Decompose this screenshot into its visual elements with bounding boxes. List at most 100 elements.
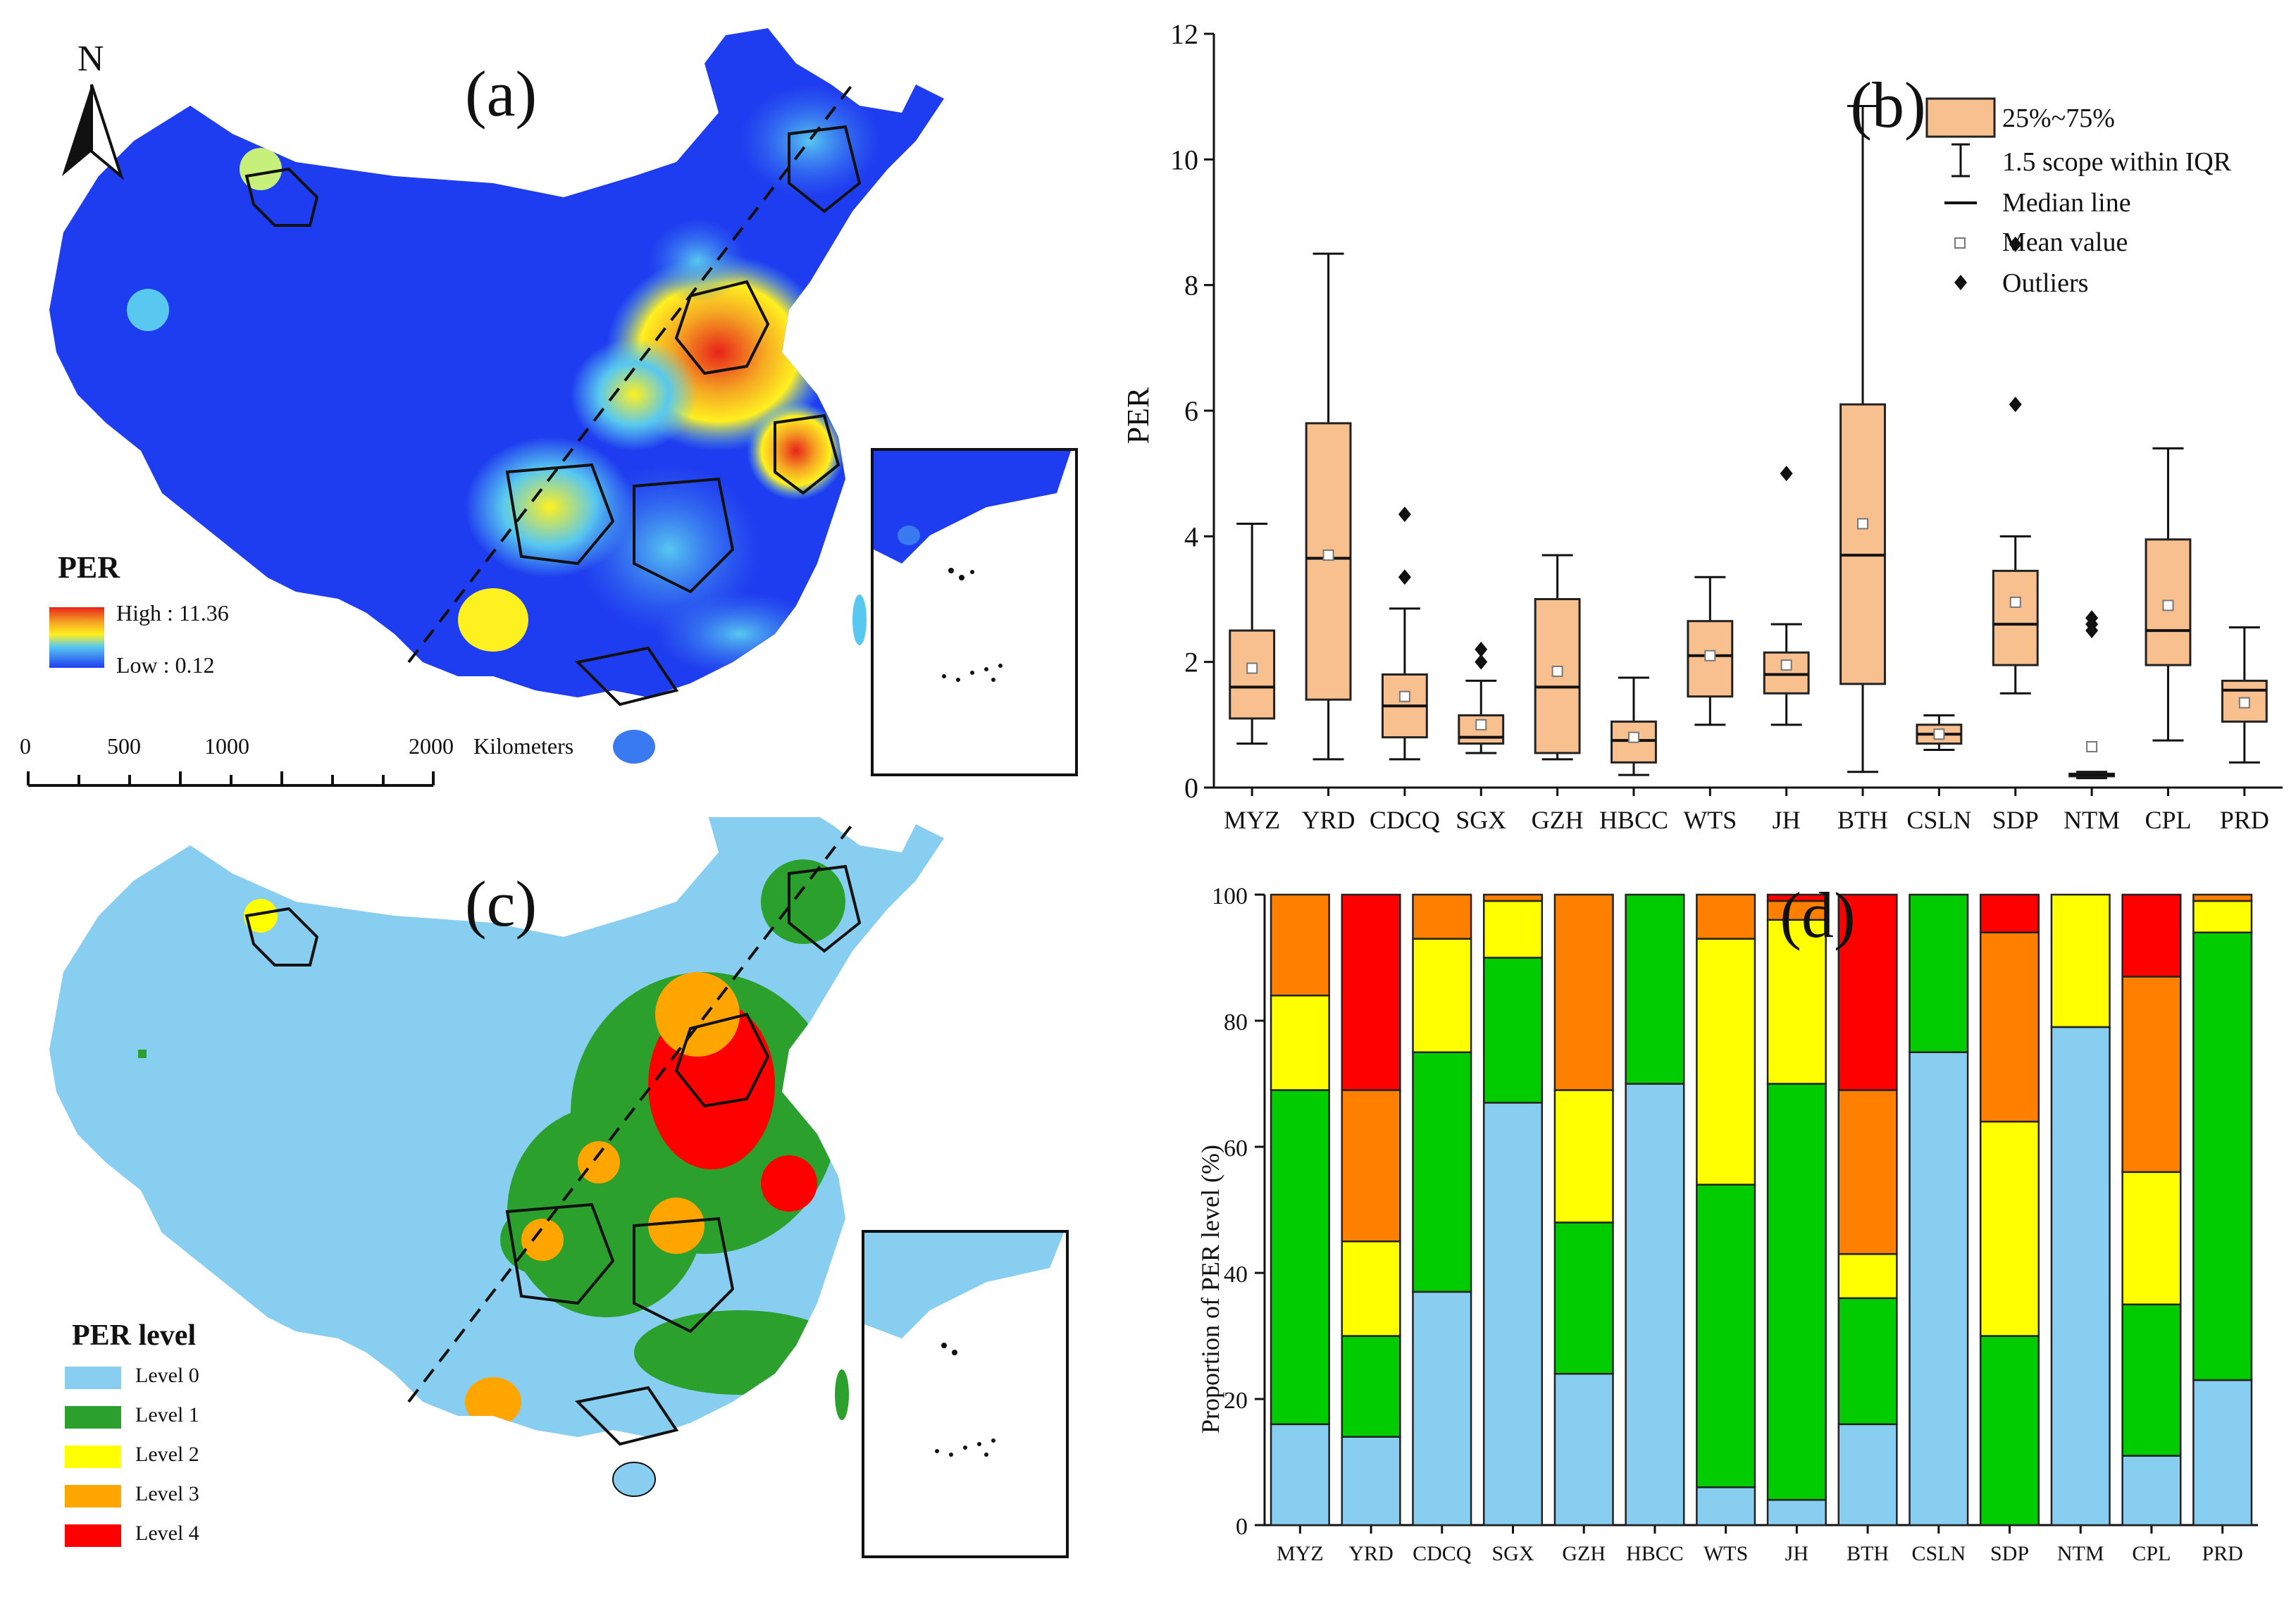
legend-box-swatch xyxy=(1925,97,1996,138)
bar-segment-SGX-level2 xyxy=(1482,900,1544,959)
bar-segment-PRD-level3 xyxy=(2192,893,2253,902)
bar-segment-WTS-level3 xyxy=(1696,893,1756,940)
bar-segment-JH-level3 xyxy=(1766,900,1827,921)
bar-segment-SGX-level0 xyxy=(1482,1102,1544,1527)
bar-segment-WTS-level2 xyxy=(1696,938,1756,1186)
legend-outlier-swatch xyxy=(1954,275,1967,290)
mean-MYZ xyxy=(1246,662,1258,674)
boxplot-x-tick-label: HBCC xyxy=(1599,806,1668,834)
bar-segment-HBCC-level1 xyxy=(1625,893,1685,1085)
stackedbar-x-tick-label: YRD xyxy=(1348,1542,1393,1565)
boxplot-legend: 25%~75% 1.5 scope within IQR Median line… xyxy=(1925,97,2232,298)
bar-segment-GZH-level2 xyxy=(1553,1089,1614,1224)
stackedbar-x-tick-label: GZH xyxy=(1562,1542,1606,1565)
stackedbar-y-tick-label: 0 xyxy=(1236,1514,1248,1540)
boxplot-x-tick-label: BTH xyxy=(1837,806,1888,834)
bar-segment-CDCQ-level1 xyxy=(1412,1051,1472,1293)
per-hotspots-a xyxy=(127,85,881,676)
panel-label-d: (d) xyxy=(1780,879,1855,951)
outlier-JH xyxy=(1780,466,1793,482)
stackedbar-x-tick-label: MYZ xyxy=(1277,1542,1324,1565)
scale-unit: Kilometers xyxy=(473,733,573,759)
stackedbar-svg: 0 20 40 60 80 100 MYZ YRD CDCQ SGX GZH HBCC WTS JH BTH… xyxy=(1196,879,2258,1565)
stackedbar-x-tick-label: NTM xyxy=(2057,1542,2104,1565)
bar-segment-WTS-level0 xyxy=(1696,1486,1756,1527)
box-WTS xyxy=(1687,620,1734,698)
bar-segment-CPL-level1 xyxy=(2121,1303,2182,1457)
bar-segment-CSLN-level0 xyxy=(1909,1051,1969,1527)
bar-segment-CSLN-level1 xyxy=(1909,893,1969,1053)
legend-high-a: High : 11.36 xyxy=(116,600,229,626)
legend-label-level0: Level 0 xyxy=(135,1364,199,1387)
mean-HBCC xyxy=(1627,731,1639,743)
bar-segment-CPL-level3 xyxy=(2121,976,2182,1174)
legend-label-outliers: Outliers xyxy=(2002,268,2088,298)
boxplot-y-tick-label: 0 xyxy=(1184,772,1198,804)
boxplot-y-tick-label: 12 xyxy=(1170,18,1198,50)
bar-segment-JH-level0 xyxy=(1766,1498,1827,1527)
panel-c-map: (c) PER level Level 0 Level 1 Level 2 Le… xyxy=(0,768,1113,1599)
outlier-SGX xyxy=(1475,654,1488,670)
bar-segment-BTH-level4 xyxy=(1837,893,1898,1091)
stackedbar-x-tick-label: WTS xyxy=(1704,1542,1748,1565)
stackedbar-y-tick-label: 80 xyxy=(1224,1009,1248,1036)
taiwan-a xyxy=(852,595,867,645)
boxplot-y-axis-label: PER xyxy=(1121,387,1155,444)
legend-label-iqr: 25%~75% xyxy=(2002,104,2115,133)
bar-segment-SDP-level3 xyxy=(1979,931,2040,1123)
bar-segment-YRD-level3 xyxy=(1341,1089,1401,1243)
stackedbar-x-tick-label: BTH xyxy=(1847,1542,1889,1565)
bar-segment-JH-level1 xyxy=(1766,1083,1827,1501)
north-arrow-icon xyxy=(62,84,125,180)
box-JH xyxy=(1763,651,1810,695)
legend-label-level1: Level 1 xyxy=(135,1403,199,1426)
taiwan-c xyxy=(835,1369,849,1420)
stackedbar-x-tick-label: SGX xyxy=(1491,1542,1534,1565)
legend-swatch-level3 xyxy=(65,1485,121,1507)
outlier-SGX xyxy=(1475,641,1488,657)
bar-segment-SGX-level3 xyxy=(1482,893,1544,902)
china-outline-c xyxy=(49,768,944,1437)
boxplot-x-tick-label: CSLN xyxy=(1906,806,1971,834)
hainan-c xyxy=(612,1462,656,1497)
boxplot-x-tick-label: JH xyxy=(1773,806,1801,834)
boxplot-x-tick-label: CPL xyxy=(2145,806,2191,834)
bar-segment-CDCQ-level2 xyxy=(1412,938,1472,1054)
bar-segment-PRD-level2 xyxy=(2192,900,2253,933)
box-SDP xyxy=(1992,569,2039,666)
boxplot-x-tick-label: PRD xyxy=(2220,806,2269,834)
bar-segment-SDP-level4 xyxy=(1979,893,2040,933)
legend-mean-swatch xyxy=(1954,237,1966,249)
hu-line-c xyxy=(407,823,854,1403)
stackedbar-y-tick-label: 20 xyxy=(1224,1388,1248,1414)
map-c-svg xyxy=(49,768,1069,1558)
legend-label-level3: Level 3 xyxy=(135,1482,199,1505)
stackedbar-y-tick-label: 40 xyxy=(1224,1262,1248,1288)
outlier-CDCQ xyxy=(1398,506,1411,523)
per-levels-c xyxy=(138,859,845,1426)
stackedbar-x-tick-label: SDP xyxy=(1990,1542,2029,1565)
boxplot-y-tick-label: 6 xyxy=(1184,395,1198,427)
stackedbar-y-tick-label: 60 xyxy=(1224,1136,1248,1162)
bar-segment-BTH-level3 xyxy=(1837,1089,1898,1255)
bar-segment-GZH-level1 xyxy=(1553,1221,1614,1375)
bar-segment-PRD-level0 xyxy=(2192,1379,2253,1527)
scale-tick-500: 500 xyxy=(107,733,141,759)
legend-low-a: Low : 0.12 xyxy=(116,652,215,678)
mean-SGX xyxy=(1475,719,1487,730)
bar-segment-SGX-level1 xyxy=(1482,957,1544,1104)
bar-segment-BTH-level1 xyxy=(1837,1297,1898,1426)
bar-segment-JH-level4 xyxy=(1766,893,1827,902)
legend-gradient-a xyxy=(49,607,104,668)
panel-d-stackedbar: 0 20 40 60 80 100 MYZ YRD CDCQ SGX GZH HBCC WTS JH BTH… xyxy=(1113,852,2296,1600)
mean-CPL xyxy=(2162,599,2174,611)
legend-label-level4: Level 4 xyxy=(135,1522,199,1545)
legend-label-whisker: 1.5 scope within IQR xyxy=(2002,147,2232,177)
bar-segment-PRD-level1 xyxy=(2192,931,2253,1381)
bar-segment-MYZ-level2 xyxy=(1270,994,1330,1091)
bar-segment-SDP-level1 xyxy=(1979,1335,2040,1527)
scale-bar-a xyxy=(27,771,435,787)
bar-segment-GZH-level3 xyxy=(1553,893,1614,1091)
panel-label-a: (a) xyxy=(465,58,538,130)
legend-whisker-swatch xyxy=(1951,143,1970,178)
